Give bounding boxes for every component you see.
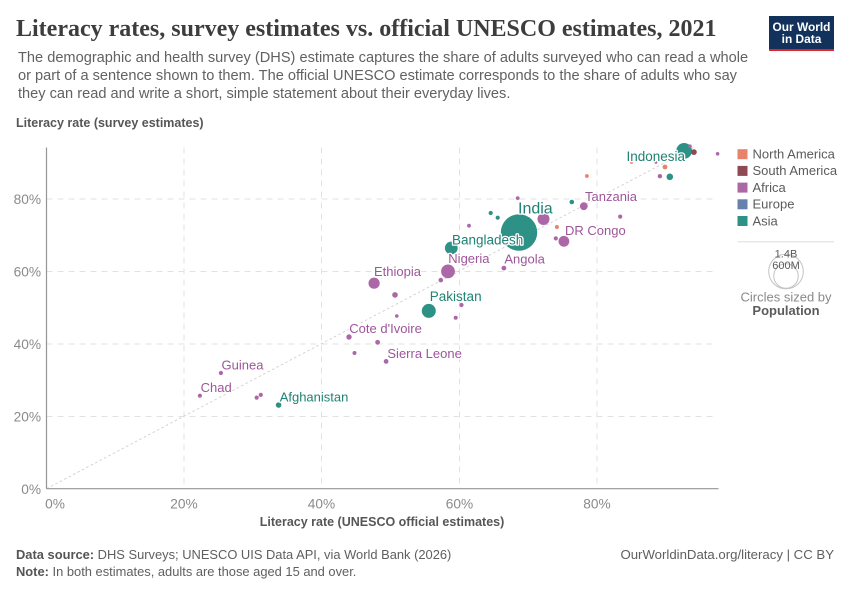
svg-text:Bangladesh: Bangladesh [452, 233, 523, 248]
svg-text:India: India [518, 201, 553, 218]
svg-text:40%: 40% [308, 497, 335, 512]
svg-text:0%: 0% [21, 482, 41, 497]
svg-text:Literacy rate (survey estimate: Literacy rate (survey estimates) [16, 116, 204, 130]
svg-text:20%: 20% [14, 410, 41, 425]
svg-text:Nigeria: Nigeria [448, 251, 490, 266]
svg-text:Population: Population [752, 303, 819, 318]
svg-text:20%: 20% [170, 497, 197, 512]
svg-text:Angola: Angola [504, 252, 545, 267]
svg-text:Europe: Europe [753, 197, 795, 212]
svg-text:Literacy rate (UNESCO official: Literacy rate (UNESCO official estimates… [260, 515, 505, 529]
svg-text:40%: 40% [14, 337, 41, 352]
svg-text:Afghanistan: Afghanistan [280, 390, 349, 405]
svg-text:Asia: Asia [753, 213, 779, 228]
svg-text:North America: North America [753, 147, 836, 162]
svg-text:Africa: Africa [753, 180, 787, 195]
svg-text:Ethiopia: Ethiopia [374, 264, 422, 279]
svg-text:South America: South America [753, 163, 838, 178]
svg-text:60%: 60% [446, 497, 473, 512]
svg-text:DR Congo: DR Congo [565, 223, 626, 238]
svg-text:Pakistan: Pakistan [430, 289, 482, 304]
svg-text:600M: 600M [772, 260, 800, 272]
svg-text:1.4B: 1.4B [775, 249, 798, 261]
svg-text:Indonesia: Indonesia [626, 149, 685, 164]
svg-text:Tanzania: Tanzania [585, 189, 638, 204]
svg-text:Sierra Leone: Sierra Leone [387, 346, 461, 361]
svg-text:Circles sized by: Circles sized by [740, 290, 832, 305]
svg-text:80%: 80% [583, 497, 610, 512]
svg-text:Cote d'Ivoire: Cote d'Ivoire [349, 321, 422, 336]
svg-text:0%: 0% [45, 497, 65, 512]
svg-text:Guinea: Guinea [222, 358, 265, 373]
svg-text:Chad: Chad [201, 380, 232, 395]
svg-text:80%: 80% [14, 192, 41, 207]
svg-text:60%: 60% [14, 265, 41, 280]
